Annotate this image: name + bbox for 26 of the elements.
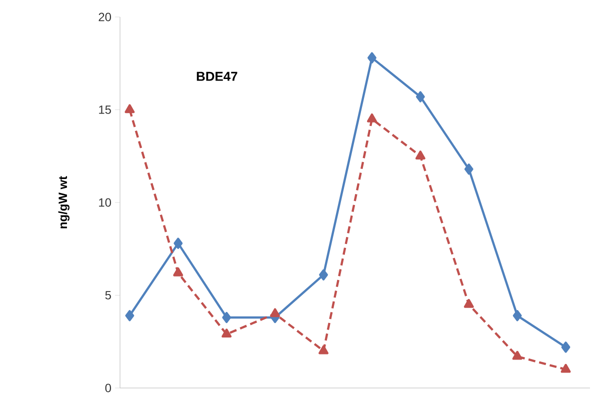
y-tick-label: 0: [105, 384, 112, 392]
y-axis-title: ng/gW wt: [58, 176, 70, 228]
point: [366, 113, 377, 122]
y-tick-label: 15: [99, 106, 111, 114]
point: [174, 238, 183, 249]
point: [318, 345, 328, 354]
y-tick-label: 5: [105, 291, 111, 300]
point: [124, 104, 135, 114]
text: BDE47: [196, 72, 238, 81]
point: [222, 328, 232, 338]
point: [561, 342, 570, 353]
y-tick-label: 10: [99, 198, 112, 207]
point: [464, 164, 474, 175]
point: [512, 350, 522, 360]
point: [416, 91, 425, 102]
point: [319, 269, 328, 280]
point: [512, 310, 522, 322]
point: [222, 312, 232, 324]
point: [270, 308, 280, 318]
point: [173, 267, 184, 276]
point: [560, 364, 571, 373]
point: [125, 310, 134, 322]
y-tick-label: 20: [98, 12, 112, 22]
point: [464, 298, 474, 308]
point: [368, 52, 376, 64]
point: [415, 150, 426, 160]
